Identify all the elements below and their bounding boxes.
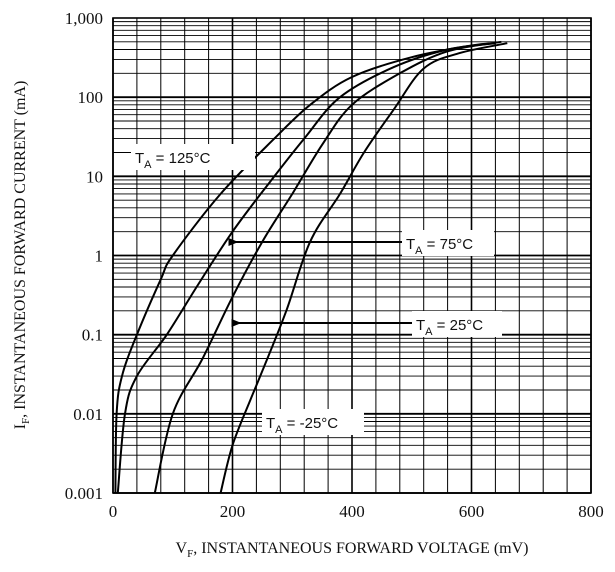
series-label-3: TA = -25°C [266,415,338,436]
annotation-box-2 [412,311,502,337]
series-label-2: TA = 25°C [416,317,483,338]
annotation-layer: TA = 125°CTA = 75°CTA = 25°CTA = -25°C [131,144,502,436]
series-curve-0 [114,42,496,494]
y-tick-label: 100 [78,88,104,107]
series-label-1: TA = 75°C [406,236,473,257]
x-tick-label: 600 [459,502,485,521]
series-label-rest: = 125°C [152,150,211,167]
series-label-sub: A [275,424,283,436]
annotation-box-1 [402,230,494,256]
series-curve-1 [116,42,496,494]
x-axis-label: VF, INSTANTANEOUS FORWARD VOLTAGE (mV) [176,540,529,560]
tick-label-layer: 0 200 400 600 800 0.001 0.01 0.1 1 10 100 1,000 [65,9,604,521]
y-axis-label-main: I [12,424,29,429]
y-tick-label: 10 [86,167,103,186]
series-label-sub: A [415,245,423,257]
x-tick-label: 400 [339,502,365,521]
series-curve-3 [219,42,508,494]
series-label-sub: A [425,326,433,338]
x-tick-label: 0 [109,502,118,521]
series-label-main: T [135,150,144,167]
y-axis-label-rest: , INSTANTANEOUS FORWARD CURRENT (mA) [12,81,29,418]
grid-layer [112,18,592,494]
series-label-rest: = -25°C [283,415,339,432]
annotation-box-3 [262,409,364,435]
series-label-sub: A [144,159,152,171]
series-curve-2 [153,40,502,494]
y-tick-label: 1,000 [65,9,103,28]
y-tick-label: 0.1 [82,326,103,345]
series-label-rest: = 25°C [433,317,484,334]
x-tick-label: 800 [578,502,604,521]
annotation-box-0 [131,144,255,170]
x-tick-label: 200 [220,502,246,521]
series-label-main: T [416,317,425,334]
x-axis-label-main: V [176,540,188,557]
x-axis-label-sub: F [187,548,193,560]
y-axis-label: IF, INSTANTANEOUS FORWARD CURRENT (mA) [12,81,32,430]
y-axis-label-sub: F [20,418,32,424]
series-label-rest: = 75°C [423,236,474,253]
series-label-0: TA = 125°C [135,150,211,171]
x-axis-label-rest: , INSTANTANEOUS FORWARD VOLTAGE (mV) [193,540,528,557]
curve-layer [114,40,508,494]
y-tick-label: 0.001 [65,484,103,503]
series-label-main: T [266,415,275,432]
y-tick-label: 0.01 [73,405,103,424]
y-tick-label: 1 [95,247,104,266]
series-label-main: T [406,236,415,253]
plot-frame [112,17,592,494]
